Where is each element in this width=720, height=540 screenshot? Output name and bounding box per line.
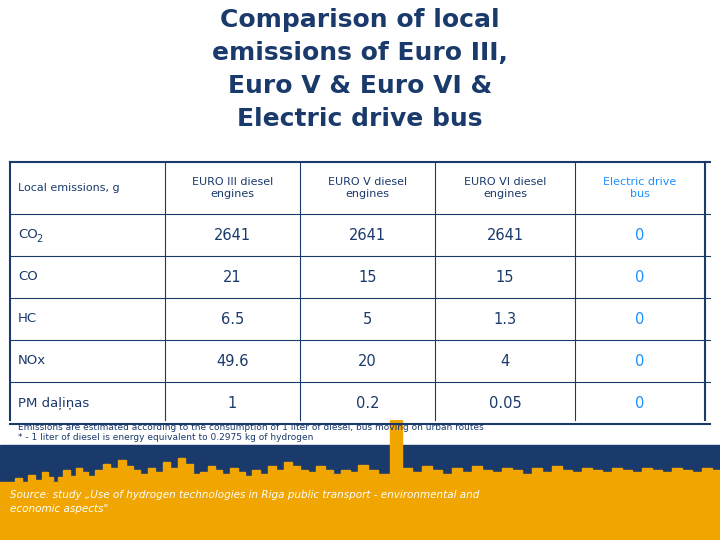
Bar: [10, 162, 710, 420]
Text: 2641: 2641: [349, 227, 386, 242]
Text: Source: study „Use of hydrogen technologies in Riga public transport - environme: Source: study „Use of hydrogen technolog…: [10, 490, 480, 514]
Text: 0: 0: [635, 269, 644, 285]
Text: 0: 0: [635, 395, 644, 410]
Text: EURO VI diesel
engines: EURO VI diesel engines: [464, 177, 546, 199]
Text: 4: 4: [500, 354, 510, 368]
Text: * - 1 liter of diesel is energy equivalent to 0.2975 kg of hydrogen: * - 1 liter of diesel is energy equivale…: [18, 433, 313, 442]
Text: emissions of Euro III,: emissions of Euro III,: [212, 41, 508, 65]
Text: Comparison of local: Comparison of local: [220, 8, 500, 32]
Text: HC: HC: [18, 313, 37, 326]
Text: 0: 0: [635, 312, 644, 327]
Bar: [0, 445, 720, 540]
Text: CO: CO: [18, 228, 37, 241]
Text: 1.3: 1.3: [493, 312, 516, 327]
Text: Electric drive bus: Electric drive bus: [238, 107, 482, 131]
Text: 5: 5: [363, 312, 372, 327]
Text: Euro V & Euro VI &: Euro V & Euro VI &: [228, 74, 492, 98]
Text: Electric drive
bus: Electric drive bus: [603, 177, 677, 199]
Text: 2: 2: [36, 234, 42, 244]
Text: 15: 15: [496, 269, 514, 285]
Text: PM daļiņas: PM daļiņas: [18, 396, 89, 409]
Text: 20: 20: [358, 354, 377, 368]
Text: EURO V diesel
engines: EURO V diesel engines: [328, 177, 407, 199]
Text: 0.2: 0.2: [356, 395, 379, 410]
Text: 2641: 2641: [487, 227, 523, 242]
Text: 0: 0: [635, 354, 644, 368]
Text: 49.6: 49.6: [216, 354, 248, 368]
Text: Local emissions, g: Local emissions, g: [18, 183, 120, 193]
Text: 2641: 2641: [214, 227, 251, 242]
Text: 0: 0: [635, 227, 644, 242]
Text: CO: CO: [18, 271, 37, 284]
Text: EURO III diesel
engines: EURO III diesel engines: [192, 177, 273, 199]
Text: 15: 15: [359, 269, 377, 285]
Text: NOx: NOx: [18, 354, 46, 368]
Text: 0.05: 0.05: [489, 395, 521, 410]
Polygon shape: [0, 420, 720, 540]
Text: 21: 21: [223, 269, 242, 285]
Text: 6.5: 6.5: [221, 312, 244, 327]
Text: 1: 1: [228, 395, 237, 410]
Text: Emissions are estimated according to the consumption of 1 liter of diesel, bus m: Emissions are estimated according to the…: [18, 422, 484, 431]
